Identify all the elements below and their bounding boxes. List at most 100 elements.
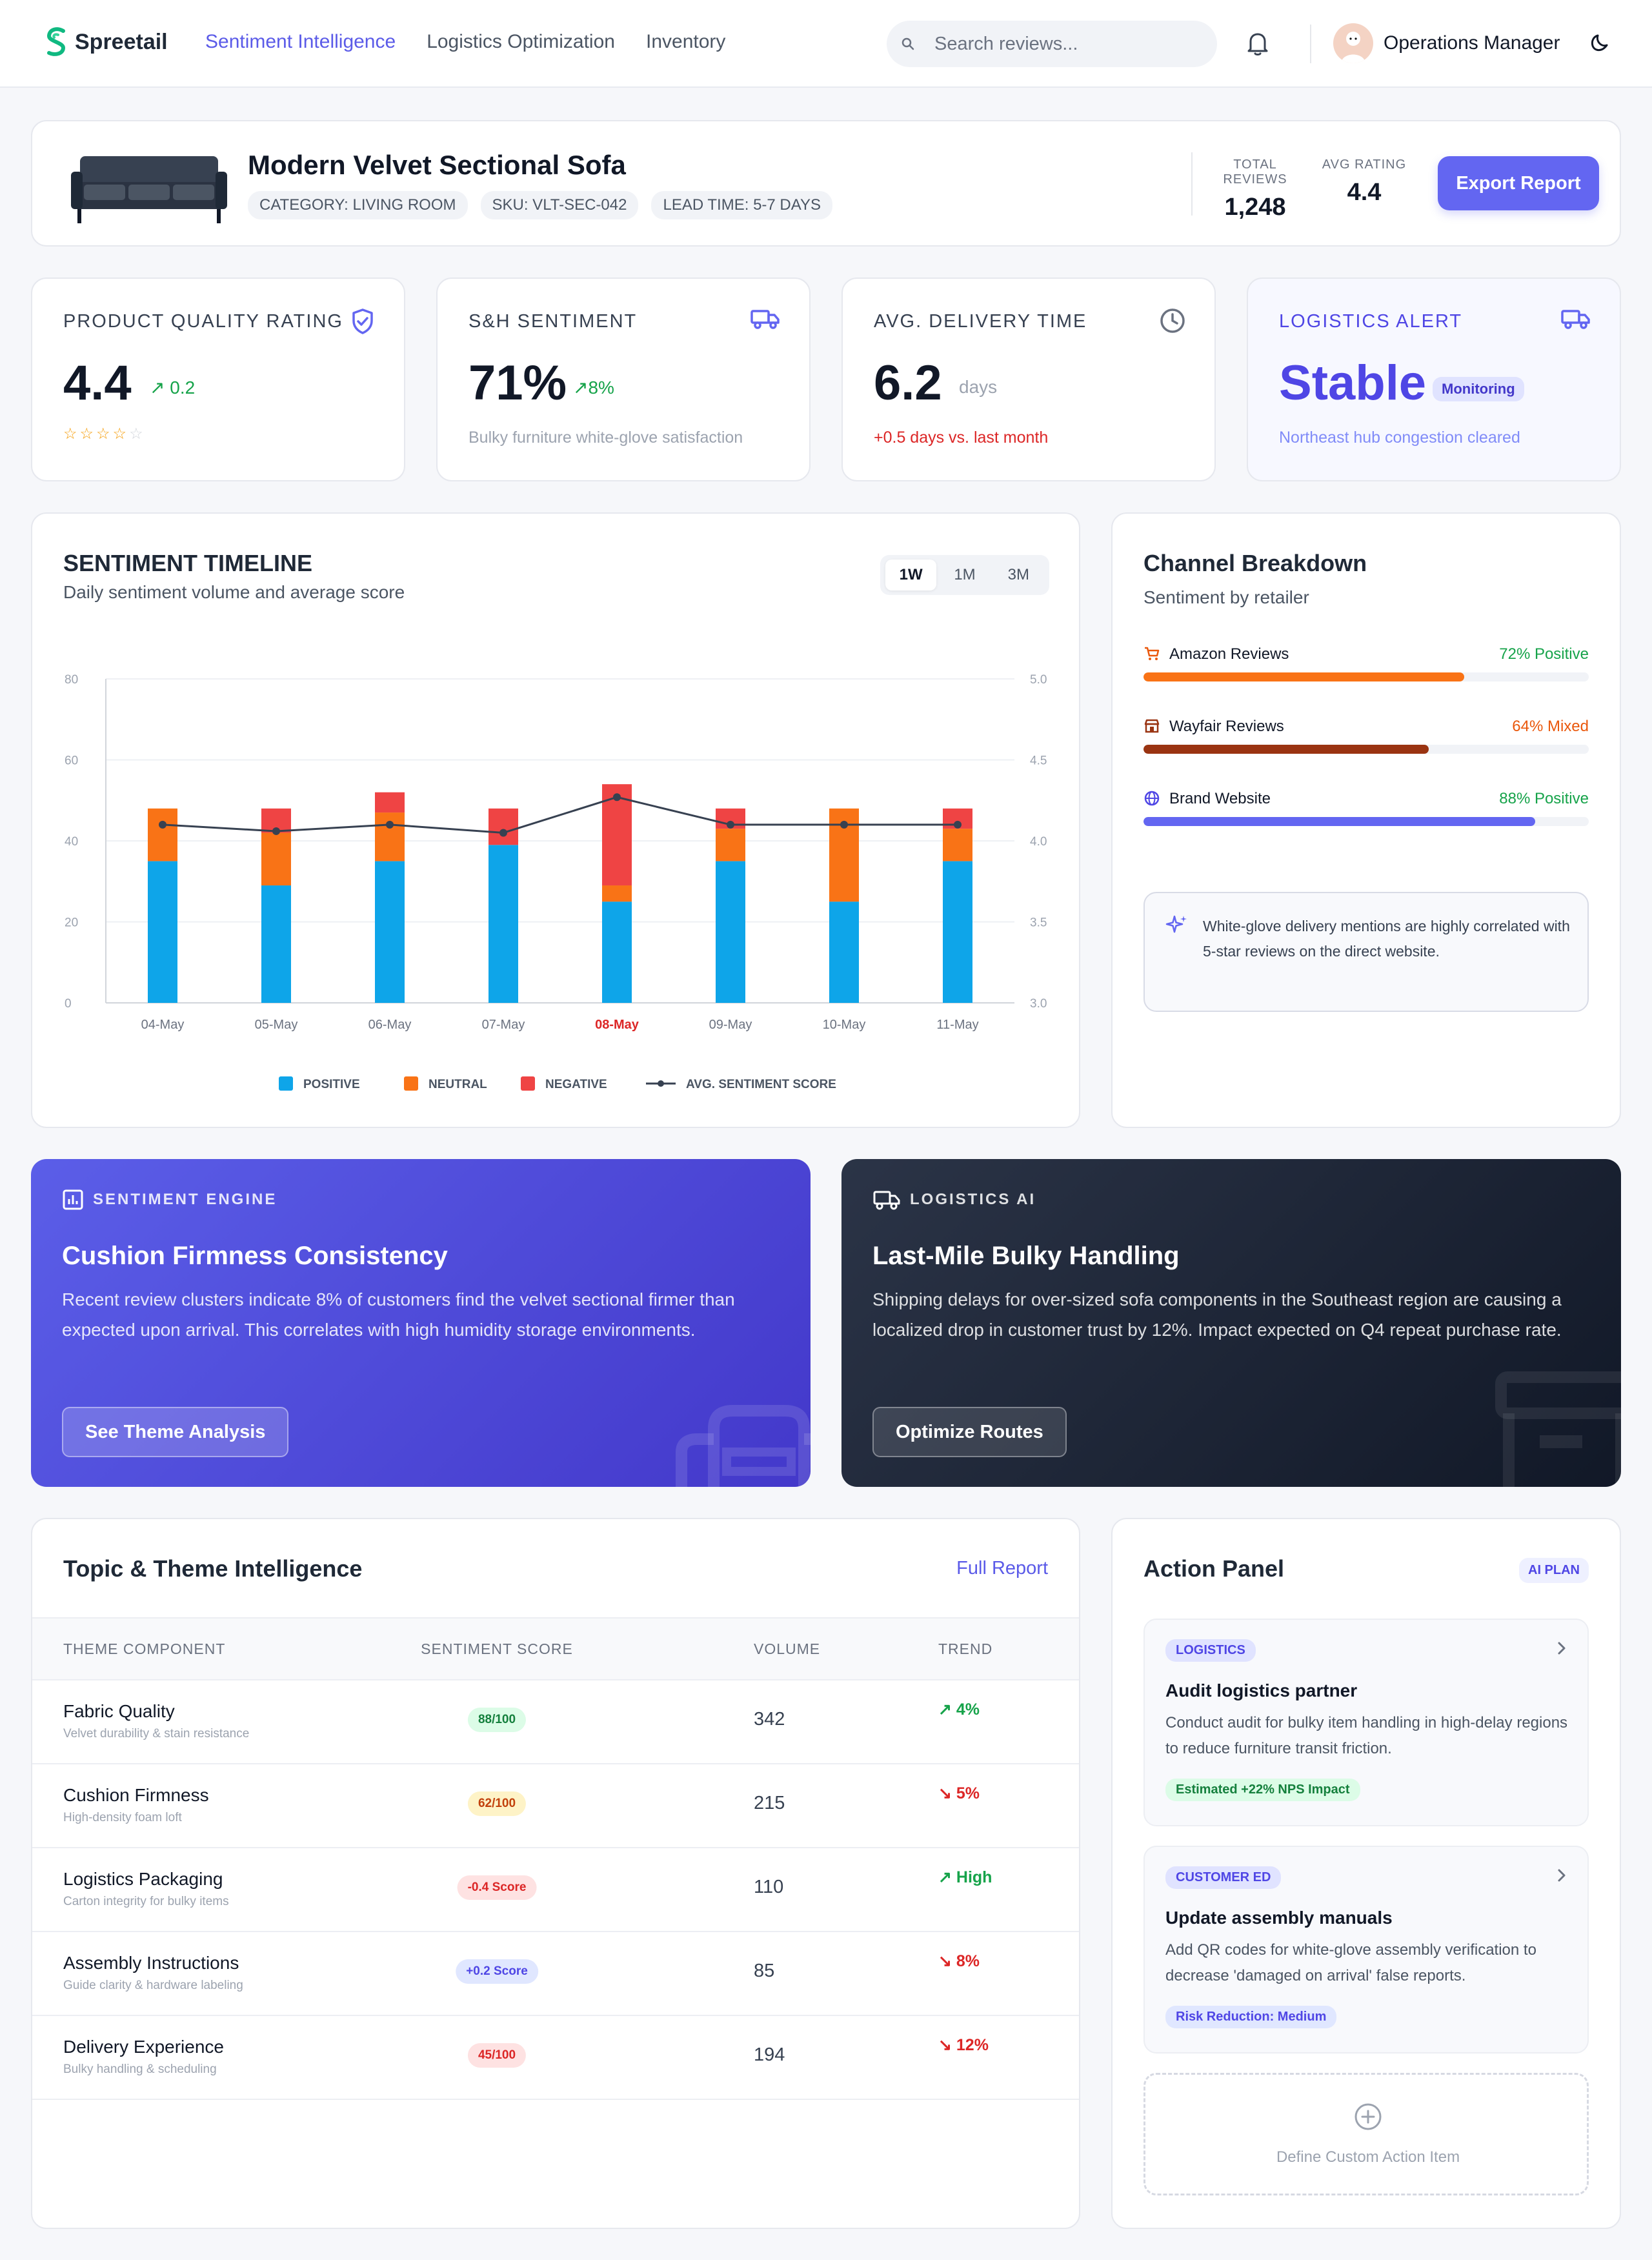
y-left-tick-label: 80 — [65, 673, 78, 687]
total-reviews-label: TOTAL REVIEWS — [1223, 157, 1287, 187]
nav-link-sentiment-intelligence[interactable]: Sentiment Intelligence — [205, 31, 396, 52]
user-name[interactable]: Operations Manager — [1384, 32, 1560, 54]
sentiment-score-pill: +0.2 Score — [456, 1959, 538, 1984]
optimize-routes-button[interactable]: Optimize Routes — [872, 1407, 1067, 1457]
kpi-label: S&H SENTIMENT — [468, 311, 638, 332]
define-custom-action-button[interactable]: Define Custom Action Item — [1143, 2073, 1589, 2195]
insight-text: White-glove delivery mentions are highly… — [1203, 918, 1570, 960]
trend-value: ↘ 8% — [938, 1952, 980, 1971]
export-report-button[interactable]: Export Report — [1438, 156, 1599, 210]
archive-box-watermark-icon — [1495, 1371, 1621, 1487]
trend-label: High — [956, 1868, 992, 1886]
avg-score-point — [499, 829, 507, 837]
truck-icon — [873, 1191, 900, 1210]
table-row[interactable]: Logistics Packaging Carton integrity for … — [32, 1848, 1079, 1932]
trend-label: 12% — [956, 2036, 989, 2054]
y-left-tick-label: 20 — [65, 916, 78, 930]
search-input[interactable]: Search reviews... — [887, 21, 1217, 67]
bar-segment-positive — [148, 861, 177, 1003]
product-title: Modern Velvet Sectional Sofa — [248, 150, 626, 180]
banner-text: Shipping delays for over-sized sofa comp… — [872, 1289, 1562, 1340]
bar-segment-positive — [943, 861, 972, 1003]
theme-name: Logistics Packaging — [63, 1869, 223, 1889]
theme-subtitle: Bulky handling & scheduling — [63, 2063, 217, 2076]
action-title: Audit logistics partner — [1165, 1680, 1358, 1700]
column-header-score: SENTIMENT SCORE — [421, 1640, 573, 1657]
logistics-ai-banner: LOGISTICS AI Last-Mile Bulky Handling Sh… — [841, 1159, 1621, 1487]
bar-segment-positive — [602, 902, 632, 1003]
column-header-theme: THEME COMPONENT — [63, 1640, 226, 1657]
nav-divider — [1310, 25, 1311, 63]
kpi-subtext: +0.5 days vs. last month — [874, 429, 1049, 447]
kpi-value: 6.2 — [874, 356, 942, 410]
kpi-subtext: Northeast hub congestion cleared — [1279, 429, 1520, 447]
kpi-value: 4.4 — [63, 356, 132, 410]
avg-score-point — [954, 820, 962, 829]
trend-label: 4% — [956, 1700, 980, 1719]
range-1m-button[interactable]: 1M — [954, 566, 976, 583]
moon-icon[interactable] — [1589, 31, 1612, 54]
action-tag: LOGISTICS — [1165, 1639, 1256, 1662]
action-item-update-manuals[interactable]: CUSTOMER ED Update assembly manuals Add … — [1143, 1846, 1589, 2053]
y-right-tick-label: 4.5 — [1030, 754, 1047, 768]
table-header: THEME COMPONENT SENTIMENT SCORE VOLUME T… — [32, 1617, 1079, 1680]
legend-label: AVG. SENTIMENT SCORE — [686, 1078, 836, 1091]
kpi-card-delivery-time: AVG. DELIVERY TIME 6.2 days +0.5 days vs… — [841, 277, 1216, 481]
theme-name: Cushion Firmness — [63, 1785, 209, 1805]
y-right-tick-label: 4.0 — [1030, 835, 1047, 849]
cart-icon — [1145, 647, 1160, 660]
legend-label: POSITIVE — [303, 1078, 360, 1091]
topics-title: Topic & Theme Intelligence — [63, 1555, 363, 1582]
avg-rating-value: 4.4 — [1347, 179, 1382, 206]
bell-icon[interactable] — [1245, 30, 1270, 57]
brand-logo[interactable]: Spreetail — [44, 26, 168, 58]
shield-check-icon — [352, 308, 373, 334]
search-placeholder: Search reviews... — [934, 33, 1078, 54]
channel-bar-fill — [1143, 745, 1429, 754]
star-rating: ☆ ☆ ☆ ☆ ☆ — [63, 425, 143, 443]
trend-value: ↗ 4% — [938, 1700, 980, 1719]
nav-link-logistics-optimization[interactable]: Logistics Optimization — [427, 31, 615, 52]
truck-icon — [750, 310, 780, 329]
chevron-right-icon[interactable] — [1555, 1866, 1568, 1884]
see-theme-analysis-button[interactable]: See Theme Analysis — [62, 1407, 289, 1457]
legend-line-marker — [658, 1080, 664, 1087]
avg-score-point — [613, 793, 621, 802]
table-row[interactable]: Assembly Instructions Guide clarity & har… — [32, 1932, 1079, 2016]
nav-link-inventory[interactable]: Inventory — [645, 31, 726, 52]
bar-segment-neutral — [602, 885, 632, 902]
theme-subtitle: High-density foam loft — [63, 1811, 182, 1824]
table-row[interactable]: Delivery Experience Bulky handling & sche… — [32, 2016, 1079, 2100]
timeline-subtitle: Daily sentiment volume and average score — [63, 582, 405, 602]
x-tick-label: 05-May — [255, 1018, 298, 1032]
kpi-label: AVG. DELIVERY TIME — [874, 311, 1087, 332]
bar-segment-positive — [489, 845, 518, 1003]
action-tag: CUSTOMER ED — [1165, 1866, 1282, 1889]
channel-name: Wayfair Reviews — [1169, 718, 1284, 735]
range-1w-button[interactable]: 1W — [885, 560, 937, 590]
channel-percent: 64% Mixed — [1512, 718, 1589, 735]
lead-time-tag: LEAD TIME: 5-7 DAYS — [651, 191, 832, 219]
kpi-unit: days — [959, 377, 998, 397]
full-report-link[interactable]: Full Report — [956, 1558, 1048, 1579]
x-tick-label: 08-May — [595, 1018, 640, 1032]
legend-label: NEUTRAL — [428, 1078, 487, 1091]
channel-title: Channel Breakdown — [1143, 550, 1367, 576]
avatar[interactable] — [1333, 23, 1373, 63]
action-description: Add QR codes for white-glove assembly ve… — [1165, 1941, 1536, 1984]
table-row[interactable]: Cushion Firmness High-density foam loft 62… — [32, 1764, 1079, 1848]
bar-segment-positive — [716, 861, 745, 1003]
star-filled-icon: ☆ — [96, 425, 110, 443]
table-row[interactable]: Fabric Quality Velvet durability & stain … — [32, 1680, 1079, 1764]
custom-action-label: Define Custom Action Item — [1276, 2148, 1460, 2166]
sku-tag: SKU: VLT-SEC-042 — [480, 191, 639, 219]
action-item-audit-logistics[interactable]: LOGISTICS Audit logistics partner Conduc… — [1143, 1619, 1589, 1826]
plus-circle-icon — [1355, 2103, 1382, 2130]
star-empty-icon: ☆ — [129, 425, 143, 443]
range-3m-button[interactable]: 3M — [1007, 566, 1029, 583]
chevron-right-icon[interactable] — [1555, 1639, 1568, 1657]
channel-bar-fill — [1143, 672, 1464, 681]
volume-value: 85 — [754, 1961, 775, 1981]
y-right-tick-label: 3.5 — [1030, 916, 1047, 930]
trend-label: 8% — [956, 1952, 980, 1970]
